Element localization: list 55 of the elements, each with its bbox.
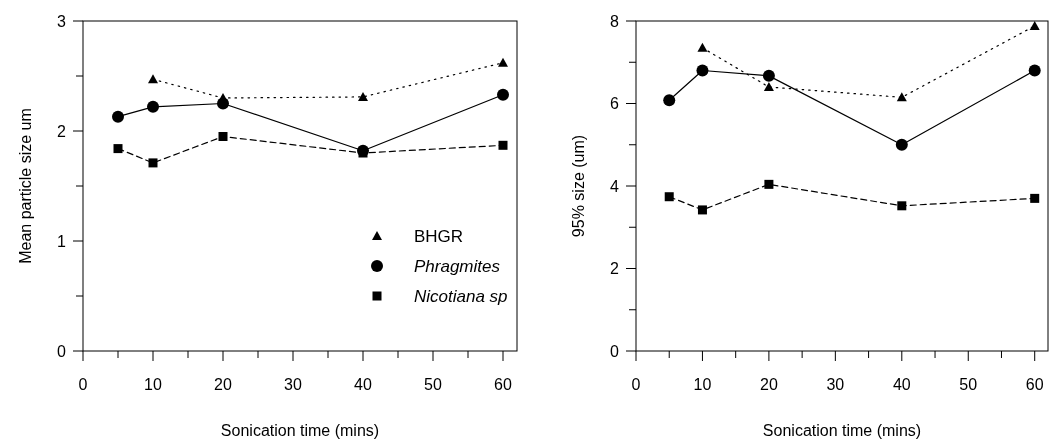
x-tick-label: 0 <box>78 376 88 393</box>
point <box>1030 193 1040 203</box>
y-tick-label: 6 <box>610 95 620 113</box>
x-tick-label: 20 <box>214 376 232 393</box>
point <box>697 42 708 52</box>
point <box>113 144 123 154</box>
y-axis-title: Mean particle size um <box>17 108 34 264</box>
x-axis-title: Sonication time (mins) <box>762 422 922 439</box>
x-tick-label: 0 <box>631 376 641 393</box>
point <box>498 140 508 150</box>
y-tick-label: 0 <box>610 342 620 360</box>
point <box>663 94 676 107</box>
point <box>895 138 908 151</box>
point <box>148 158 158 168</box>
point <box>147 100 159 113</box>
y-tick-label: 2 <box>57 122 67 140</box>
legend-label: Phragmites <box>414 256 501 276</box>
x-tick-label: 20 <box>760 376 778 393</box>
point <box>764 179 774 189</box>
y-tick-label: 1 <box>57 232 67 250</box>
y-tick-label: 4 <box>610 177 620 195</box>
legend-label: BHGR <box>414 226 464 246</box>
point <box>148 74 158 84</box>
y-tick-label: 8 <box>610 12 620 30</box>
point <box>762 69 775 82</box>
point <box>218 132 228 141</box>
point <box>358 91 368 101</box>
x-axis-title: Sonication time (mins) <box>220 422 380 439</box>
x-tick-label: 10 <box>693 376 712 393</box>
x-tick-label: 30 <box>284 376 302 393</box>
x-tick-label: 40 <box>354 376 372 393</box>
point <box>217 97 229 110</box>
point <box>697 205 707 215</box>
y-tick-label: 3 <box>57 12 67 30</box>
point <box>664 192 674 202</box>
point <box>112 110 124 123</box>
x-tick-label: 60 <box>494 376 512 393</box>
point <box>498 57 508 67</box>
x-tick-label: 50 <box>424 376 442 393</box>
point <box>897 201 907 211</box>
point <box>497 88 509 101</box>
x-tick-label: 60 <box>1025 376 1044 393</box>
point <box>1028 64 1041 77</box>
point <box>696 64 709 77</box>
point <box>763 82 774 91</box>
y-tick-label: 0 <box>57 342 67 360</box>
legend-label: Nicotiana sp <box>414 286 508 306</box>
point <box>896 92 907 102</box>
x-tick-label: 10 <box>144 376 162 393</box>
x-tick-label: 50 <box>959 376 978 393</box>
x-tick-label: 40 <box>892 376 911 393</box>
y-axis-title: 95% size (um) <box>570 134 587 238</box>
y-tick-label: 2 <box>610 260 620 278</box>
point <box>1029 20 1040 30</box>
x-tick-label: 30 <box>826 376 845 393</box>
